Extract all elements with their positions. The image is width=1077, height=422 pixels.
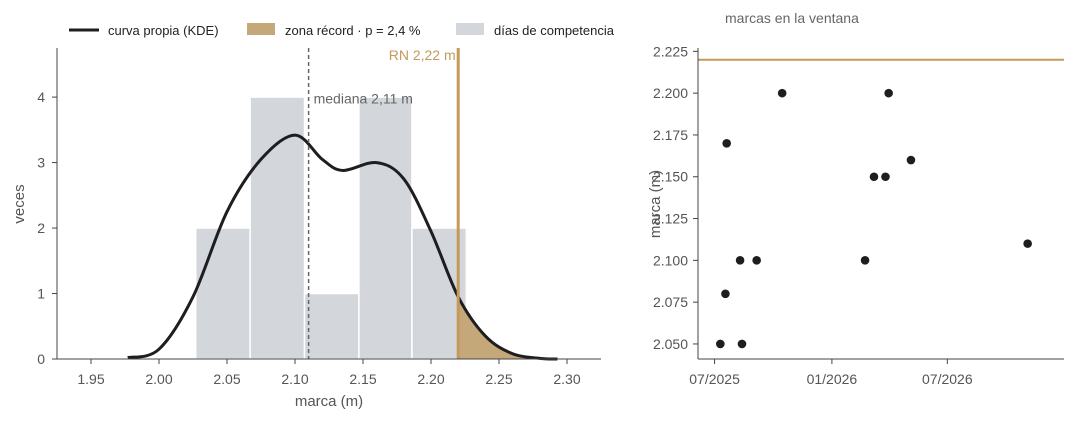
scatter-point-6	[777, 88, 787, 98]
y-tick-label-2: 2	[37, 220, 45, 236]
scatter-point-5	[752, 256, 761, 265]
record-zone-shade	[458, 296, 558, 359]
scatter-y-tick-label-6: 2.200	[653, 85, 688, 101]
scatter-x-tick-label-2: 07/2026	[922, 371, 973, 387]
y-ticks: 0 1 2 3 4	[37, 89, 57, 367]
kde-curve	[127, 133, 558, 361]
scatter-point-1	[721, 289, 730, 299]
scatter-point-7	[860, 256, 870, 265]
scatter-panel: marcas en la ventana 07/2025 01/2026 07/20…	[647, 10, 1064, 387]
legend-record-zone-label: zona récord · p = 2,4 %	[285, 23, 421, 38]
scatter-point-9	[881, 172, 890, 182]
scatter-point-11	[906, 155, 916, 165]
x-tick-label-3: 2.10	[281, 371, 308, 387]
scatter-point-10	[884, 88, 893, 98]
scatter-point-12	[1023, 239, 1032, 248]
y-tick-label-0: 0	[37, 351, 45, 367]
legend: curva propia (KDE) zona récord · p = 2,4…	[69, 23, 615, 38]
x-tick-label-7: 2.30	[553, 371, 580, 387]
median-label: mediana 2,11 m	[314, 91, 413, 107]
legend-bins-label: días de competencia	[494, 23, 615, 38]
scatter-y-tick-label-1: 2.075	[653, 294, 688, 310]
histogram-bar-0	[194, 227, 251, 360]
scatter-y-tick-label-4: 2.150	[653, 169, 688, 185]
scatter-point-8	[869, 172, 879, 182]
legend-bins-swatch	[456, 23, 484, 35]
scatter-points	[716, 88, 1032, 349]
x-tick-label-4: 2.15	[349, 371, 376, 387]
x-tick-label-1: 2.00	[145, 371, 172, 387]
x-axis-label: marca (m)	[295, 393, 363, 410]
x-tick-label-5: 2.20	[417, 371, 444, 387]
scatter-y-axis-label: marca (m)	[647, 170, 664, 238]
legend-kde-label: curva propia (KDE)	[108, 23, 219, 38]
x-tick-label-6: 2.25	[485, 371, 512, 387]
scatter-y-ticks: 2.050 2.075 2.100 2.125 2.150 2.175 2.200 2.225	[653, 43, 698, 352]
y-axis-label: veces	[11, 184, 28, 223]
histogram-bar-3	[358, 96, 413, 360]
histogram-panel: mediana 2,11 m RN 2,22 m 1.95 2.00 2.05 2.1…	[11, 47, 601, 410]
scatter-x-ticks: 07/2025 01/2026 07/2026	[689, 359, 973, 387]
scatter-y-tick-label-2: 2.100	[653, 252, 688, 268]
record-label: RN 2,22 m	[389, 47, 456, 63]
x-tick-label-2: 2.05	[213, 371, 240, 387]
scatter-point-4	[737, 339, 747, 349]
y-tick-label-3: 3	[37, 155, 45, 171]
legend-record-zone-swatch	[247, 23, 275, 35]
scatter-y-tick-label-0: 2.050	[653, 336, 688, 352]
x-ticks: 1.95 2.00 2.05 2.10 2.15 2.20 2.25 2.30	[77, 359, 581, 387]
scatter-y-tick-label-7: 2.225	[653, 43, 688, 59]
scatter-point-2	[722, 139, 731, 148]
scatter-y-tick-label-3: 2.125	[653, 211, 688, 227]
y-tick-label-4: 4	[37, 89, 45, 105]
scatter-x-tick-label-1: 01/2026	[807, 371, 858, 387]
histogram-bins	[194, 96, 468, 360]
x-tick-label-0: 1.95	[77, 371, 104, 387]
scatter-x-tick-label-0: 07/2025	[689, 371, 740, 387]
scatter-y-tick-label-5: 2.175	[653, 127, 688, 143]
scatter-point-3	[735, 256, 745, 265]
scatter-point-0	[716, 339, 725, 349]
y-tick-label-1: 1	[37, 286, 45, 302]
scatter-title: marcas en la ventana	[725, 10, 859, 26]
histogram-bar-2	[303, 292, 360, 360]
